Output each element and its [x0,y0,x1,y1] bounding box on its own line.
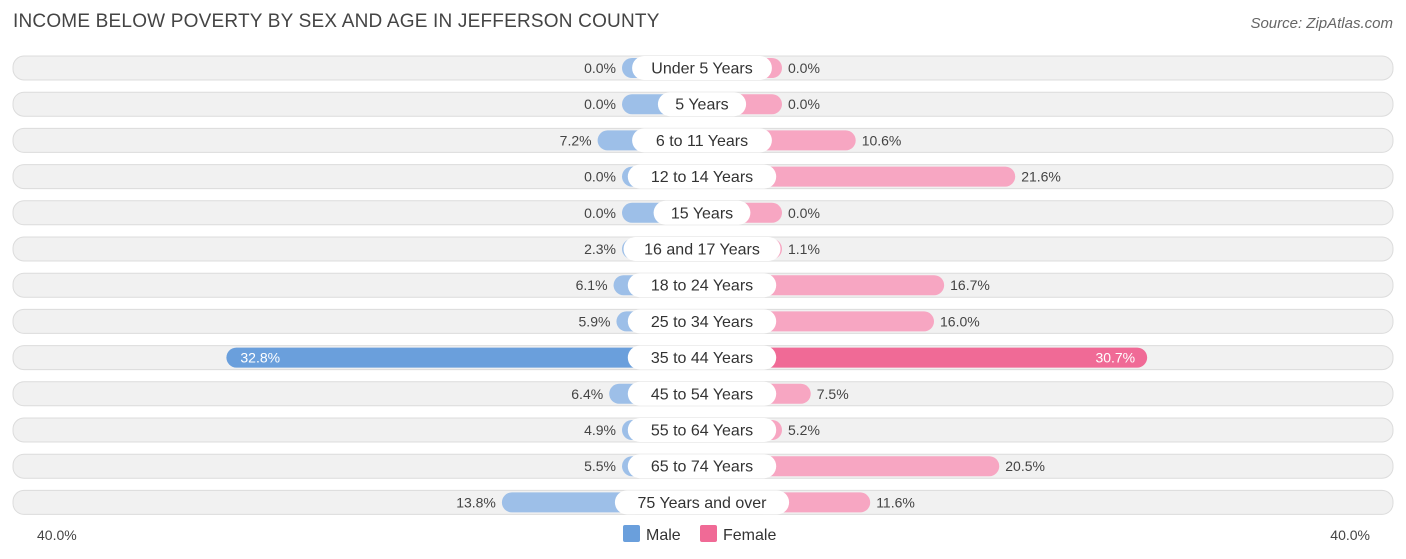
category-label: 25 to 34 Years [651,314,753,331]
female-value-label: 5.2% [788,422,820,438]
category-pill [627,381,777,406]
male-value-label: 5.9% [579,313,611,329]
legend-female-swatch [700,525,717,542]
category-pill [623,237,781,261]
category-label: 16 and 17 Years [644,242,760,259]
category-pill [627,273,777,298]
female-value-label: 16.7% [950,277,990,293]
category-pill [657,92,747,117]
male-value-label: 4.9% [584,422,616,438]
category-pill [653,200,751,225]
female-value-label: 11.6% [876,494,915,510]
male-bar [226,347,702,368]
female-value-label: 0.0% [788,205,820,221]
female-value-label: 20.5% [1005,458,1045,474]
category-label: 12 to 14 Years [651,169,753,186]
female-value-label: 0.0% [788,96,820,112]
male-value-label: 2.3% [584,241,616,257]
male-value-label: 0.0% [584,169,616,185]
category-label: 75 Years and over [638,495,768,512]
male-value-label: 32.8% [240,350,280,366]
axis-right-label: 40.0% [1330,527,1370,543]
female-value-label: 7.5% [817,386,849,402]
female-bar [702,347,1148,368]
legend-male-swatch [623,525,640,542]
chart-title: INCOME BELOW POVERTY BY SEX AND AGE IN J… [13,11,660,32]
category-pill [632,128,772,153]
chart-source: Source: ZipAtlas.com [1250,15,1393,32]
female-value-label: 16.0% [940,313,980,329]
category-label: 15 Years [671,205,733,222]
male-value-label: 13.8% [456,494,496,510]
category-pill [627,309,777,334]
female-value-label: 0.0% [788,60,820,76]
female-value-label: 10.6% [862,132,902,148]
male-value-label: 7.2% [560,132,592,148]
category-pill [627,418,777,442]
female-value-label: 21.6% [1021,169,1061,185]
legend-female-label: Female [723,527,776,544]
legend-male-label: Male [646,527,681,544]
category-pill [632,56,772,80]
category-label: 18 to 24 Years [651,278,753,295]
axis-left-label: 40.0% [37,527,77,543]
female-bar [702,456,1000,477]
male-value-label: 6.1% [576,277,608,293]
category-label: 45 to 54 Years [651,386,753,403]
male-value-label: 0.0% [584,60,616,76]
category-pill [627,345,777,370]
category-pill [627,454,777,479]
category-label: Under 5 Years [651,61,752,78]
male-value-label: 0.0% [584,205,616,221]
category-label: 55 to 64 Years [651,423,753,440]
male-value-label: 0.0% [584,96,616,112]
category-label: 35 to 44 Years [651,350,753,367]
male-value-label: 6.4% [571,386,603,402]
category-pill [627,164,777,189]
female-value-label: 30.7% [1095,350,1135,366]
female-value-label: 1.1% [788,241,820,257]
male-value-label: 5.5% [584,458,616,474]
category-label: 65 to 74 Years [651,459,753,476]
category-pill [614,490,790,515]
category-label: 6 to 11 Years [656,133,748,150]
female-bar [702,166,1016,187]
category-label: 5 Years [675,97,728,114]
